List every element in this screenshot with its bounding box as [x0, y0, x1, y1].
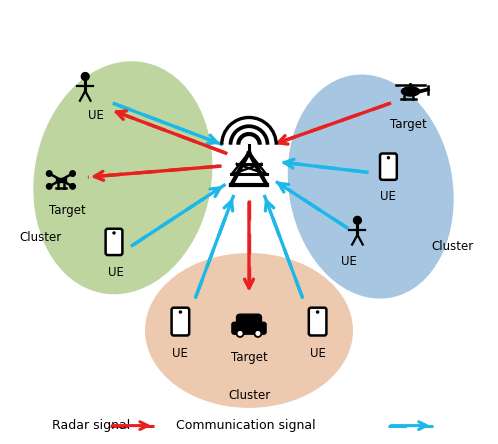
FancyBboxPatch shape [106, 229, 123, 255]
FancyBboxPatch shape [232, 322, 266, 334]
Circle shape [238, 332, 242, 335]
Circle shape [179, 311, 181, 313]
Text: Cluster: Cluster [19, 231, 61, 244]
Circle shape [70, 184, 75, 189]
Text: UE: UE [172, 347, 188, 360]
FancyBboxPatch shape [380, 154, 397, 180]
Circle shape [256, 332, 260, 335]
Ellipse shape [33, 61, 212, 294]
Ellipse shape [288, 75, 454, 299]
Circle shape [46, 171, 52, 176]
Text: UE: UE [341, 255, 357, 268]
Text: Communication signal: Communication signal [176, 419, 316, 432]
Circle shape [70, 171, 75, 176]
Circle shape [317, 311, 319, 313]
Text: UE: UE [380, 190, 396, 203]
Circle shape [409, 83, 411, 86]
Text: Cluster: Cluster [431, 240, 474, 253]
Circle shape [46, 184, 52, 189]
Circle shape [354, 216, 362, 224]
Text: UE: UE [310, 347, 326, 360]
Circle shape [81, 72, 89, 80]
Text: Target: Target [49, 203, 86, 217]
Text: Target: Target [231, 351, 267, 365]
FancyBboxPatch shape [172, 308, 189, 336]
Text: Radar signal: Radar signal [52, 419, 130, 432]
Text: Cluster: Cluster [228, 389, 270, 402]
Ellipse shape [401, 87, 420, 96]
Ellipse shape [145, 253, 353, 408]
Bar [56, 178, 66, 182]
Circle shape [113, 232, 115, 234]
Circle shape [387, 157, 389, 159]
FancyBboxPatch shape [309, 308, 326, 336]
Circle shape [254, 330, 261, 337]
Text: UE: UE [108, 266, 124, 278]
Circle shape [237, 330, 244, 337]
Text: Target: Target [390, 118, 427, 131]
FancyBboxPatch shape [237, 314, 261, 328]
Text: UE: UE [88, 109, 104, 122]
